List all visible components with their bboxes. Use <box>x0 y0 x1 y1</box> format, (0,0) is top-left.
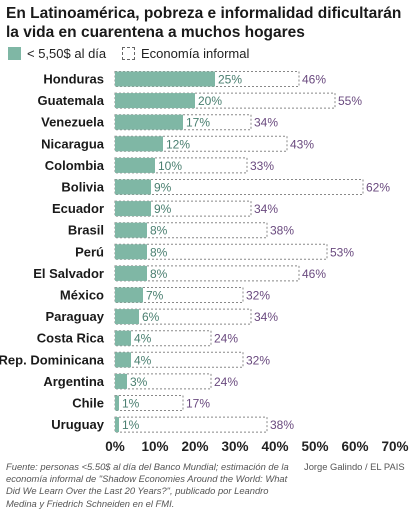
bar-informal <box>114 222 268 239</box>
category-label: Costa Rica <box>37 331 105 346</box>
data-label-informal: 17% <box>186 397 210 411</box>
legend-item-poverty: < 5,50$ al día <box>8 46 106 61</box>
data-label-informal: 46% <box>302 73 326 87</box>
bar-poverty <box>115 71 215 87</box>
data-label-poverty: 9% <box>154 181 172 195</box>
legend-swatch-informal <box>122 47 135 60</box>
bar-poverty <box>115 309 139 325</box>
category-label: Nicaragua <box>41 136 105 151</box>
category-label: El Salvador <box>33 266 104 281</box>
data-label-informal: 32% <box>246 289 270 303</box>
data-label-informal: 34% <box>254 116 278 130</box>
bar-poverty <box>115 352 131 368</box>
data-label-informal: 55% <box>338 94 362 108</box>
bar-informal <box>114 308 252 325</box>
bar-informal <box>114 287 244 303</box>
data-label-poverty: 20% <box>198 94 222 108</box>
bar-poverty <box>115 222 147 238</box>
bar-poverty <box>115 287 143 303</box>
data-label-informal: 38% <box>270 418 294 432</box>
category-label: Paraguay <box>45 309 104 324</box>
data-label-informal: 32% <box>246 353 270 367</box>
legend-item-informal: Economía informal <box>122 46 249 61</box>
data-label-poverty: 3% <box>130 375 148 389</box>
data-label-poverty: 12% <box>166 137 190 151</box>
bar-informal <box>114 416 268 433</box>
category-label: Colombia <box>45 158 105 173</box>
x-tick-label: 70% <box>381 439 408 454</box>
x-tick-label: 40% <box>261 439 288 454</box>
data-label-poverty: 8% <box>150 224 168 238</box>
data-label-poverty: 4% <box>134 332 152 346</box>
bar-informal <box>114 265 300 282</box>
x-tick-label: 20% <box>181 439 208 454</box>
bar-poverty <box>115 201 151 217</box>
bar-informal <box>114 351 244 368</box>
data-label-poverty: 8% <box>150 267 168 281</box>
category-label: Brasil <box>68 223 104 238</box>
bar-poverty <box>115 114 183 130</box>
data-label-informal: 62% <box>366 181 390 195</box>
bar-informal <box>114 373 212 390</box>
category-label: Argentina <box>43 374 104 389</box>
bar-informal <box>114 395 184 411</box>
data-label-poverty: 6% <box>142 310 160 324</box>
footer-source: Fuente: personas <5.50$ al día del Banco… <box>6 461 289 509</box>
data-label-informal: 24% <box>214 332 238 346</box>
bar-informal <box>114 330 212 347</box>
bar-poverty <box>115 93 195 109</box>
bar-chart: Honduras 25% 46% Guatemala 20% 55% Venezuela 17… <box>0 71 409 454</box>
bar-poverty <box>115 373 127 389</box>
data-label-poverty: 8% <box>150 245 168 259</box>
category-label: Guatemala <box>38 93 105 108</box>
x-tick-label: 50% <box>301 439 328 454</box>
x-tick-label: 30% <box>221 439 248 454</box>
data-label-poverty: 1% <box>122 418 140 432</box>
data-label-poverty: 25% <box>218 73 242 87</box>
x-tick-label: 10% <box>141 439 168 454</box>
data-label-informal: 46% <box>302 267 326 281</box>
data-label-poverty: 4% <box>134 353 152 367</box>
footer-credit: Jorge Galindo / EL PAIS <box>304 461 405 472</box>
category-label: Bolivia <box>61 180 104 195</box>
x-tick-label: 0% <box>105 439 125 454</box>
data-label-poverty: 17% <box>186 116 210 130</box>
bar-poverty <box>115 417 119 433</box>
data-label-poverty: 1% <box>122 397 140 411</box>
category-label: México <box>60 288 104 303</box>
bar-poverty <box>115 265 147 281</box>
bar-informal <box>114 179 364 195</box>
data-label-poverty: 9% <box>154 202 172 216</box>
category-label: Uruguay <box>51 417 105 432</box>
category-label: Rep. Dominicana <box>0 352 105 367</box>
chart-title: En Latinoamérica, pobreza e informalidad… <box>6 5 402 41</box>
data-label-informal: 34% <box>254 310 278 324</box>
bar-poverty <box>115 395 119 411</box>
bar-poverty <box>115 330 131 346</box>
data-label-poverty: 7% <box>146 289 164 303</box>
data-label-informal: 33% <box>250 159 274 173</box>
category-label: Chile <box>72 396 104 411</box>
data-label-poverty: 10% <box>158 159 182 173</box>
category-label: Perú <box>75 244 104 259</box>
data-label-informal: 24% <box>214 375 238 389</box>
category-label: Venezuela <box>41 115 105 130</box>
bar-poverty <box>115 244 147 260</box>
category-label: Honduras <box>43 72 104 87</box>
category-label: Ecuador <box>52 201 104 216</box>
legend-label-informal: Economía informal <box>141 46 250 61</box>
bar-informal <box>114 243 328 260</box>
legend-label-poverty: < 5,50$ al día <box>27 46 107 61</box>
data-label-informal: 43% <box>290 137 314 151</box>
data-label-informal: 34% <box>254 202 278 216</box>
bar-poverty <box>115 179 151 195</box>
data-label-informal: 38% <box>270 224 294 238</box>
bar-poverty <box>115 157 155 173</box>
bar-poverty <box>115 136 163 152</box>
data-label-informal: 53% <box>330 245 354 259</box>
x-tick-label: 60% <box>341 439 368 454</box>
legend-swatch-poverty <box>8 47 21 60</box>
